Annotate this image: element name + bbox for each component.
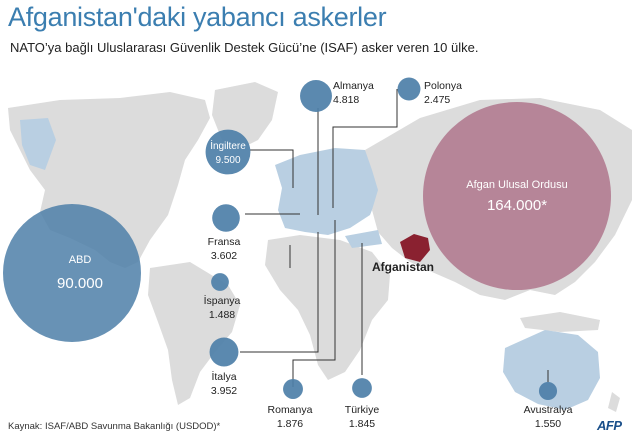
bubble-name-1: Afgan Ulusal Ordusu: [466, 179, 568, 191]
bubble-name-0: ABD: [69, 254, 92, 266]
bubble-name-10: Avustralya: [524, 404, 573, 416]
land-indonesia: [520, 312, 600, 332]
land-europe: [275, 148, 380, 235]
bubble-value-6: 1.488: [209, 309, 235, 321]
leader-lines: [240, 89, 549, 387]
land-turkey: [345, 230, 382, 248]
bubble-7: [209, 337, 239, 367]
leader-polonya: [332, 89, 398, 208]
bubble-name-9: Türkiye: [345, 404, 380, 416]
bubble-0: [3, 204, 141, 342]
afp-logo: AFP: [597, 418, 622, 433]
bubble-value-10: 1.550: [535, 418, 561, 430]
source-note: Kaynak: ISAF/ABD Savunma Bakanlığı (USDO…: [8, 421, 221, 432]
afghanistan-shape: [400, 234, 430, 262]
afghanistan-label: Afganistan: [372, 260, 434, 274]
bubble-10: [538, 381, 558, 401]
bubble-5: [212, 204, 240, 232]
bubble-value-0: 90.000: [57, 275, 103, 292]
land-new-zealand: [608, 392, 620, 412]
bubble-layer: [3, 77, 611, 401]
bubble-1: [423, 102, 611, 290]
bubble-name-7: İtalya: [211, 370, 236, 383]
bubble-name-5: Fransa: [208, 236, 241, 248]
bubble-label-layer: ABD 90.000 Afgan Ulusal Ordusu 164.000* İngi…: [57, 80, 573, 430]
bubble-name-6: İspanya: [204, 294, 241, 307]
land-south-america: [148, 262, 240, 405]
bubble-value-7: 3.952: [211, 385, 237, 397]
leader-ingiltere: [250, 149, 294, 188]
bubble-value-1: 164.000*: [487, 197, 547, 214]
bubble-value-5: 3.602: [211, 250, 237, 262]
bubble-9: [352, 378, 372, 398]
land-australia: [503, 330, 600, 410]
bubble-2: [205, 129, 251, 175]
bubble-name-2: İngiltere: [210, 139, 246, 152]
page-title: Afganistan'daki yabancı askerler: [8, 2, 387, 32]
bubble-8: [283, 379, 303, 399]
bubble-4: [397, 77, 421, 101]
bubble-value-4: 2.475: [424, 94, 450, 106]
bubble-name-8: Romanya: [268, 404, 313, 416]
leader-romanya: [292, 220, 336, 387]
bubble-value-9: 1.845: [349, 418, 375, 430]
page-subtitle: NATO’ya bağlı Uluslararası Güvenlik Dest…: [10, 40, 479, 55]
bubble-value-3: 4.818: [333, 94, 359, 106]
bubble-value-2: 9.500: [215, 155, 240, 166]
bubble-value-8: 1.876: [277, 418, 303, 430]
bubble-6: [211, 273, 229, 291]
bubble-3: [300, 80, 332, 112]
bubble-name-3: Almanya: [333, 80, 374, 92]
bubble-name-4: Polonya: [424, 80, 462, 92]
leader-italya: [240, 232, 319, 353]
land-africa: [265, 235, 390, 380]
land-canada-west: [20, 118, 56, 170]
